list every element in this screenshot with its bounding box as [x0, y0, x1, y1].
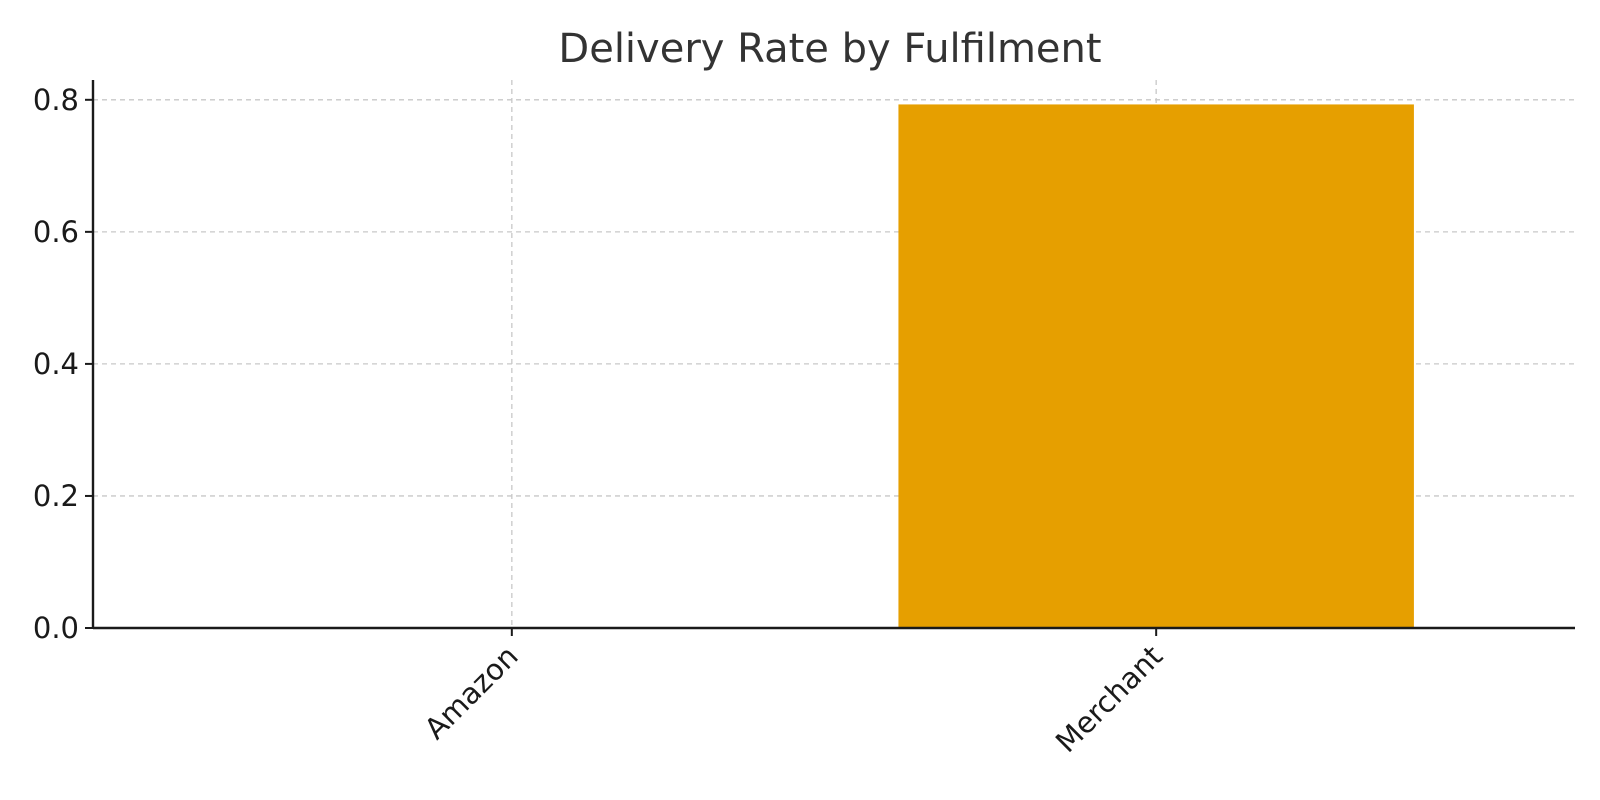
axes-layer [91, 80, 1575, 630]
y-tick-label: 0.4 [33, 347, 79, 381]
chart-title: Delivery Rate by Fulfilment [558, 26, 1101, 72]
bar-merchant [898, 104, 1414, 629]
bars-layer [898, 104, 1414, 629]
x-tick-label: Amazon [418, 639, 525, 746]
y-tick-label: 0.0 [33, 611, 79, 645]
y-tick-label: 0.2 [33, 479, 79, 513]
y-tick-label: 0.6 [33, 215, 79, 249]
y-tick-label: 0.8 [33, 83, 79, 117]
x-tick-label: Merchant [1049, 639, 1169, 759]
